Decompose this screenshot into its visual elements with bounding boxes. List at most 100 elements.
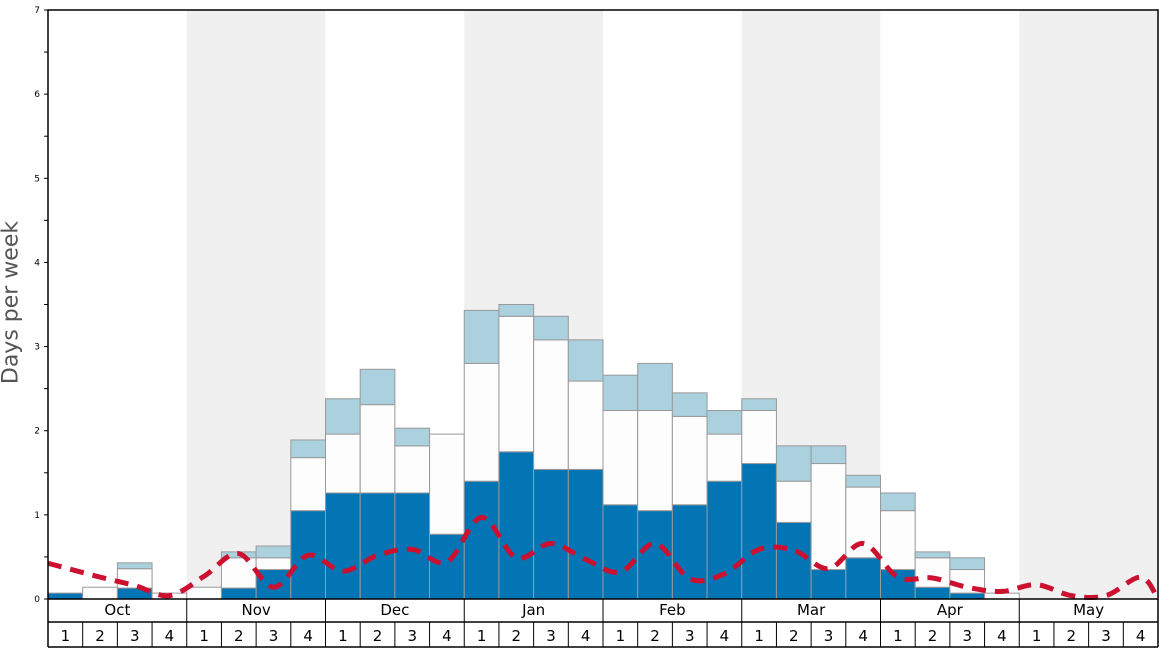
bar-light: [359, 368, 396, 406]
bar-white: [775, 480, 812, 523]
bar-white: [845, 486, 881, 559]
bar-light: [706, 410, 743, 435]
bar-dark: [775, 521, 812, 600]
week-label: 3: [269, 627, 279, 645]
bar-light: [255, 545, 292, 559]
bar-white: [220, 557, 257, 589]
y-tick-label: 0: [34, 595, 40, 605]
week-label: 2: [928, 627, 938, 645]
week-label: 4: [720, 627, 730, 645]
bar-white: [498, 315, 535, 453]
bar-white: [255, 557, 292, 571]
week-label: 1: [893, 627, 903, 645]
bar-dark: [810, 569, 847, 600]
bar-dark: [394, 492, 431, 600]
bar-dark: [741, 463, 777, 600]
bar-white: [706, 433, 743, 482]
y-tick-label: 4: [34, 258, 40, 268]
y-tick-label: 2: [34, 427, 40, 437]
week-label: 3: [546, 627, 556, 645]
bar-light: [498, 304, 535, 317]
bar-dark: [567, 468, 604, 600]
month-label: Apr: [937, 601, 964, 619]
bar-dark: [47, 592, 84, 600]
bar-white: [394, 445, 431, 494]
week-label: 2: [373, 627, 383, 645]
week-label: 4: [442, 627, 452, 645]
bar-dark: [845, 557, 881, 600]
bar-dark: [359, 492, 396, 600]
week-label: 3: [962, 627, 972, 645]
week-label: 2: [650, 627, 660, 645]
bar-dark: [498, 451, 535, 600]
week-label: 1: [616, 627, 626, 645]
bar-white: [533, 339, 569, 470]
bar-dark: [463, 480, 500, 600]
bar-dark: [880, 569, 916, 600]
bar-dark: [602, 504, 639, 600]
y-tick-label: 3: [34, 343, 40, 353]
bar-white: [567, 380, 604, 470]
bar-dark: [325, 492, 361, 600]
bar-white: [914, 557, 951, 588]
bar-light: [567, 339, 604, 382]
bar-white: [325, 433, 361, 494]
bar-light: [637, 362, 673, 412]
week-label: 4: [1136, 627, 1146, 645]
bar-white: [671, 415, 708, 506]
month-label: Jan: [521, 601, 545, 619]
bar-dark: [671, 504, 708, 600]
month-shade: [1019, 10, 1158, 599]
bar-light: [810, 445, 847, 465]
bar-light: [949, 557, 986, 571]
week-label: 4: [581, 627, 591, 645]
bar-light: [880, 492, 916, 512]
week-label: 4: [165, 627, 175, 645]
week-label: 3: [685, 627, 695, 645]
bar-white: [359, 404, 396, 494]
bar-light: [116, 562, 153, 570]
bar-white: [186, 586, 222, 600]
bar-light: [914, 551, 951, 559]
bar-white: [82, 586, 118, 600]
week-label: 4: [997, 627, 1007, 645]
bar-light: [463, 309, 500, 364]
week-label: 3: [130, 627, 140, 645]
y-axis-label: Days per week: [0, 220, 24, 385]
week-label: 3: [407, 627, 417, 645]
bar-light: [602, 374, 639, 412]
week-label: 4: [303, 627, 313, 645]
week-label: 4: [858, 627, 868, 645]
bar-dark: [429, 533, 465, 600]
bar-light: [845, 474, 881, 488]
y-tick-label: 5: [34, 174, 40, 184]
week-label: 1: [477, 627, 487, 645]
bar-light: [741, 398, 777, 412]
week-label: 1: [199, 627, 209, 645]
week-label: 1: [61, 627, 71, 645]
bar-dark: [949, 592, 986, 600]
week-label: 2: [95, 627, 105, 645]
month-label: Feb: [659, 601, 686, 619]
bar-dark: [533, 468, 569, 600]
bar-white: [602, 410, 639, 506]
bar-light: [290, 439, 326, 459]
bar-light: [671, 392, 708, 417]
bar-white: [637, 410, 673, 512]
y-tick-label: 7: [34, 6, 40, 16]
bar-light: [775, 445, 812, 482]
bar-white: [429, 433, 465, 535]
bar-light: [533, 315, 569, 341]
week-label: 1: [754, 627, 764, 645]
y-tick-label: 1: [34, 511, 40, 521]
month-label: Nov: [241, 601, 270, 619]
bar-white: [810, 463, 847, 571]
month-label: May: [1073, 601, 1104, 619]
week-label: 2: [1067, 627, 1077, 645]
bar-dark: [220, 587, 257, 600]
y-tick-label: 6: [34, 90, 40, 100]
bar-dark: [706, 480, 743, 600]
bar-light: [394, 427, 431, 447]
week-label: 2: [512, 627, 522, 645]
